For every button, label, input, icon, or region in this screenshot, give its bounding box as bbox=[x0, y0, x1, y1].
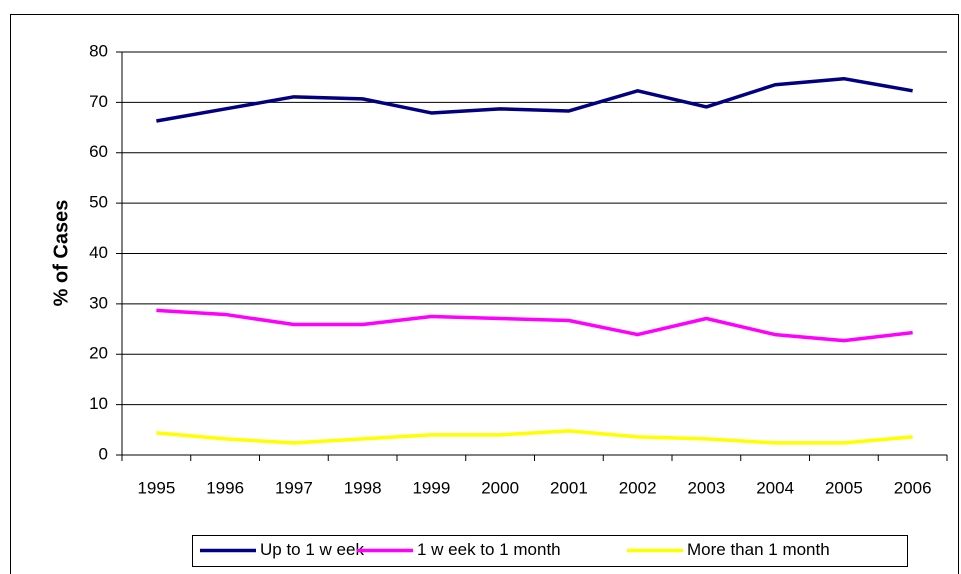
legend-label: Up to 1 w eek bbox=[260, 540, 364, 559]
y-tick-label: 70 bbox=[89, 92, 108, 111]
y-tick-label: 80 bbox=[89, 41, 108, 60]
x-tick-label: 2006 bbox=[894, 478, 932, 497]
y-tick-label: 60 bbox=[89, 142, 108, 161]
x-tick-label: 2005 bbox=[825, 478, 863, 497]
y-tick-label: 40 bbox=[89, 243, 108, 262]
legend-label: 1 w eek to 1 month bbox=[417, 540, 561, 559]
legend-box bbox=[192, 535, 908, 567]
x-tick-label: 1995 bbox=[137, 478, 175, 497]
series-line bbox=[156, 76, 913, 123]
y-tick-label: 50 bbox=[89, 193, 108, 212]
x-tick-label: 1998 bbox=[344, 478, 382, 497]
series-line bbox=[156, 429, 913, 445]
series-line bbox=[156, 308, 913, 343]
y-tick-label: 30 bbox=[89, 293, 108, 312]
x-tick-label: 2002 bbox=[619, 478, 657, 497]
x-tick-label: 1999 bbox=[412, 478, 450, 497]
y-tick-label: 10 bbox=[89, 394, 108, 413]
x-tick-label: 2001 bbox=[550, 478, 588, 497]
x-tick-label: 2004 bbox=[756, 478, 794, 497]
x-tick-label: 2003 bbox=[687, 478, 725, 497]
x-tick-label: 2000 bbox=[481, 478, 519, 497]
x-tick-label: 1997 bbox=[275, 478, 313, 497]
y-tick-label: 20 bbox=[89, 344, 108, 363]
legend-label: More than 1 month bbox=[687, 540, 830, 559]
chart-border bbox=[10, 14, 959, 574]
y-tick-label: 0 bbox=[99, 444, 108, 463]
x-tick-label: 1996 bbox=[206, 478, 244, 497]
y-axis-label: % of Cases bbox=[50, 200, 72, 307]
